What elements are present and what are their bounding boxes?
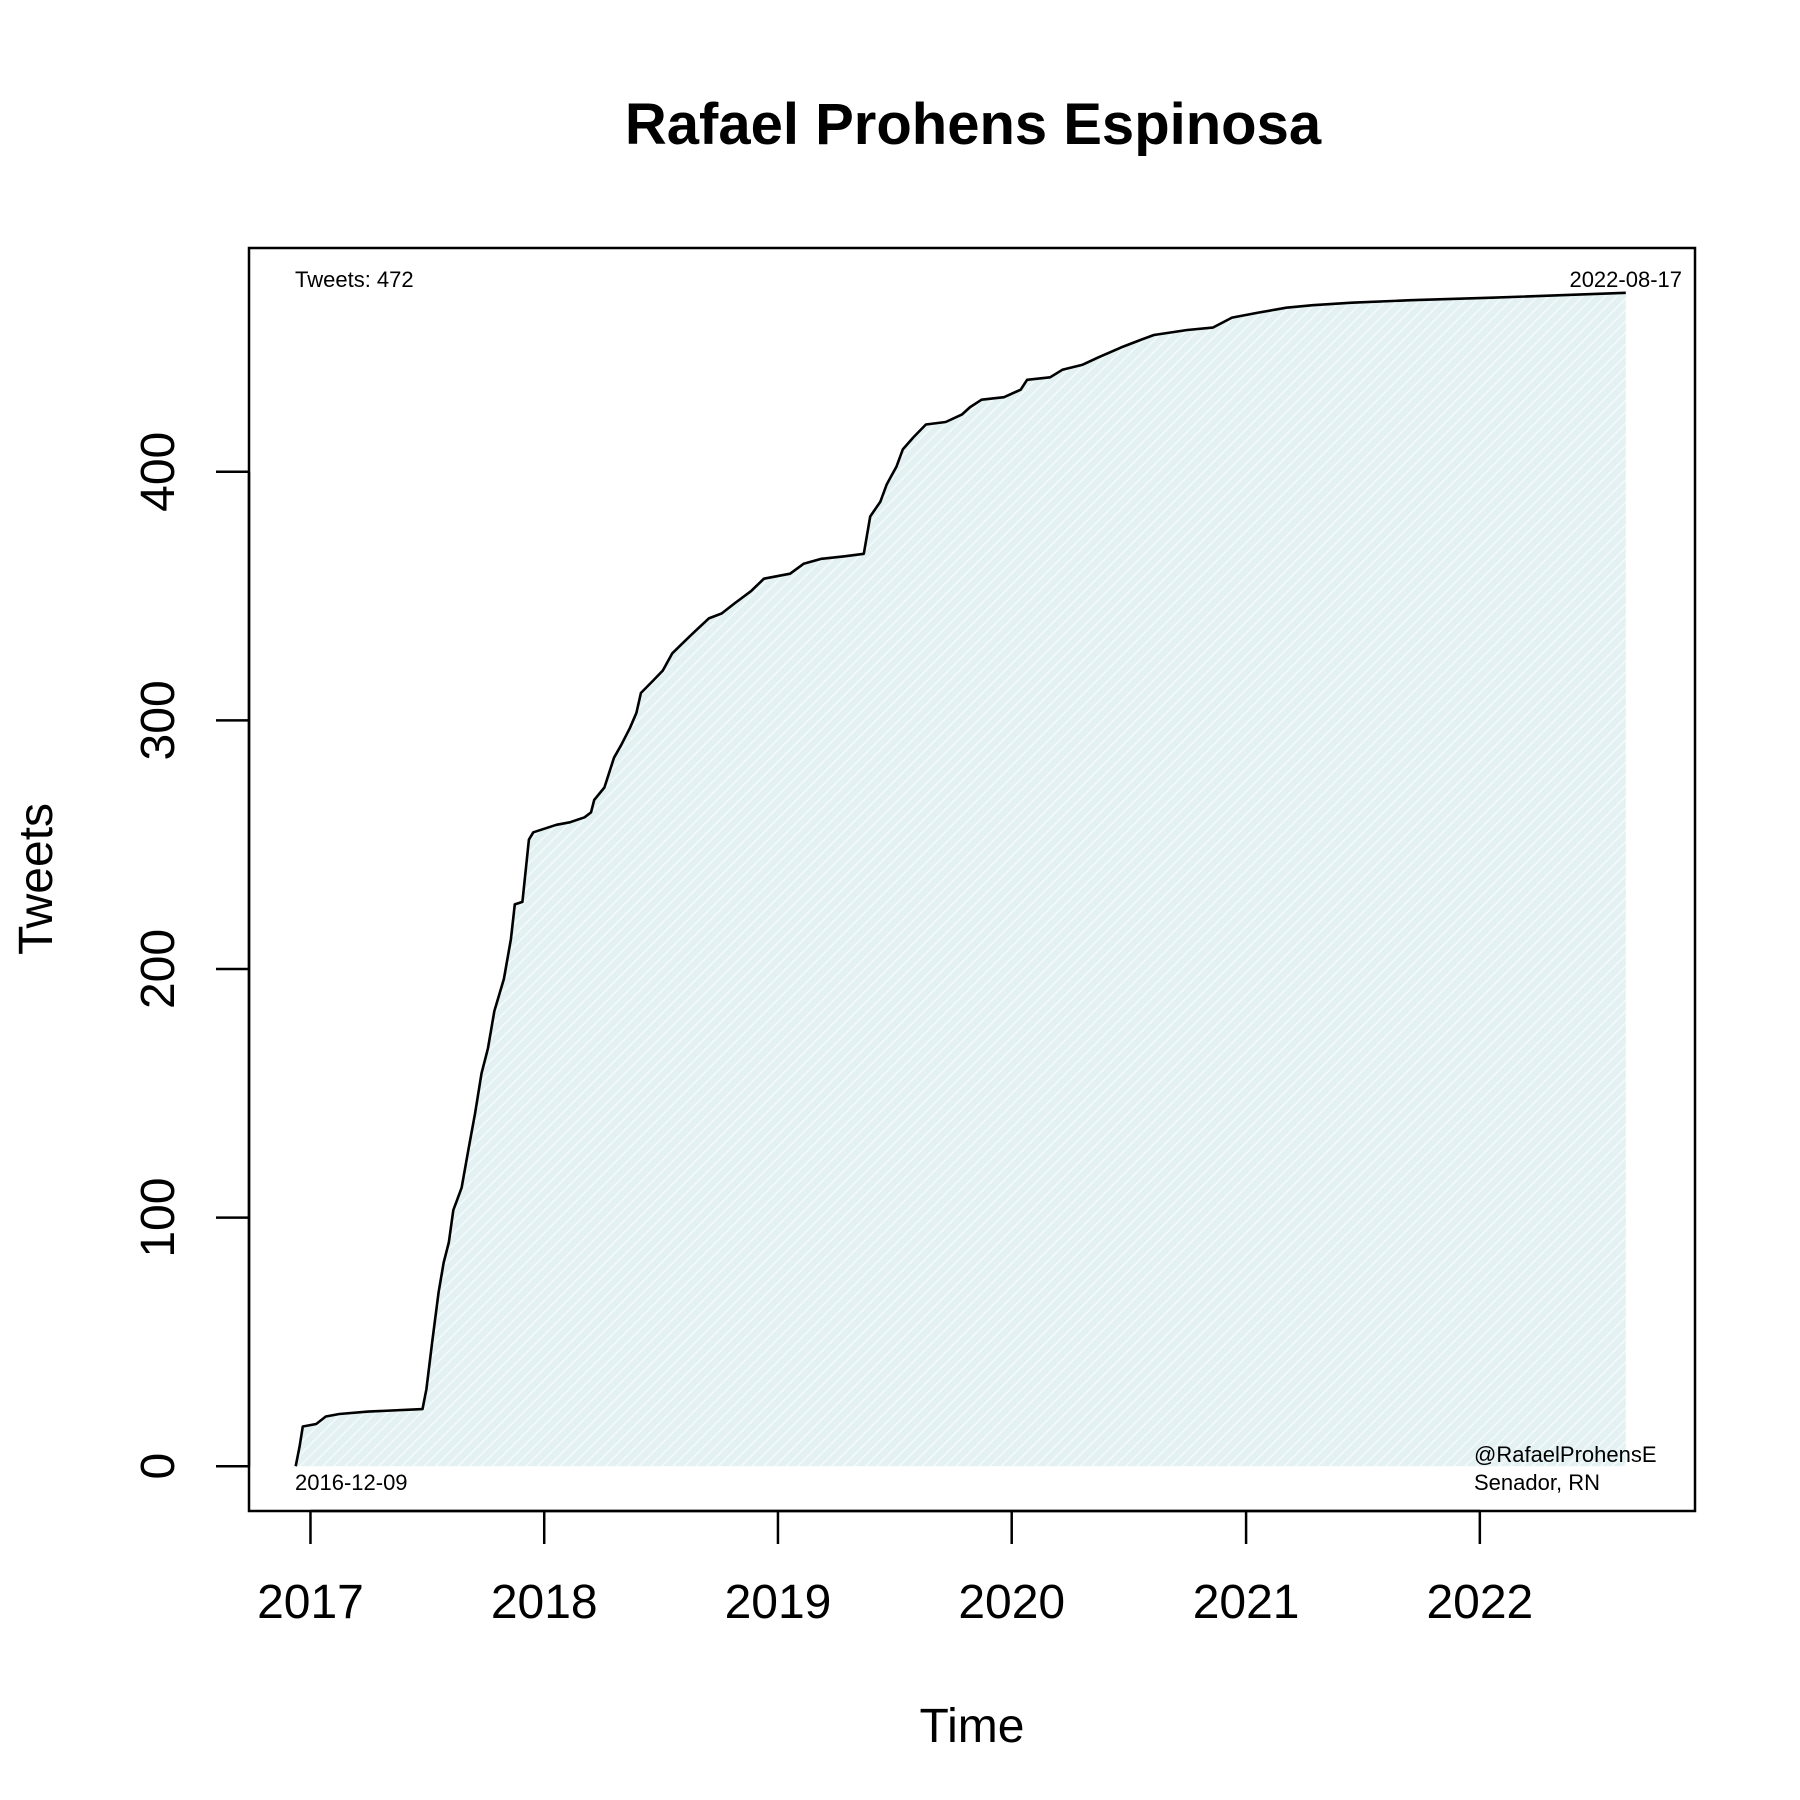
y-axis: 0 100 200 300 400 <box>132 432 251 1480</box>
x-tick-label: 2022 <box>1426 1576 1533 1629</box>
x-tick-label: 2017 <box>257 1576 364 1629</box>
x-tick-label: 2020 <box>958 1576 1065 1629</box>
y-tick-label: 300 <box>132 680 185 760</box>
y-tick-label: 400 <box>132 432 185 512</box>
end-date-label: 2022-08-17 <box>1569 267 1682 292</box>
x-tick-label: 2021 <box>1193 1576 1300 1629</box>
x-tick-label: 2019 <box>725 1576 832 1629</box>
series-line <box>294 291 1626 1467</box>
total-tweets-label: Tweets: 472 <box>295 267 414 292</box>
handle-label: @RafaelProhensE <box>1474 1442 1657 1467</box>
plot-area <box>294 291 1626 1467</box>
role-label: Senador, RN <box>1474 1470 1600 1495</box>
start-date-label: 2016-12-09 <box>295 1470 408 1495</box>
y-tick-label: 200 <box>132 929 185 1009</box>
y-axis-title: Tweets <box>10 803 63 955</box>
x-axis: 2017 2018 2019 2020 2021 2022 <box>257 1509 1533 1629</box>
y-tick-label: 0 <box>132 1453 185 1480</box>
cumulative-area <box>295 292 1626 1467</box>
x-axis-title: Time <box>920 1700 1025 1753</box>
chart-title: Rafael Prohens Espinosa <box>625 92 1322 157</box>
x-tick-label: 2018 <box>491 1576 598 1629</box>
y-tick-label: 100 <box>132 1178 185 1258</box>
